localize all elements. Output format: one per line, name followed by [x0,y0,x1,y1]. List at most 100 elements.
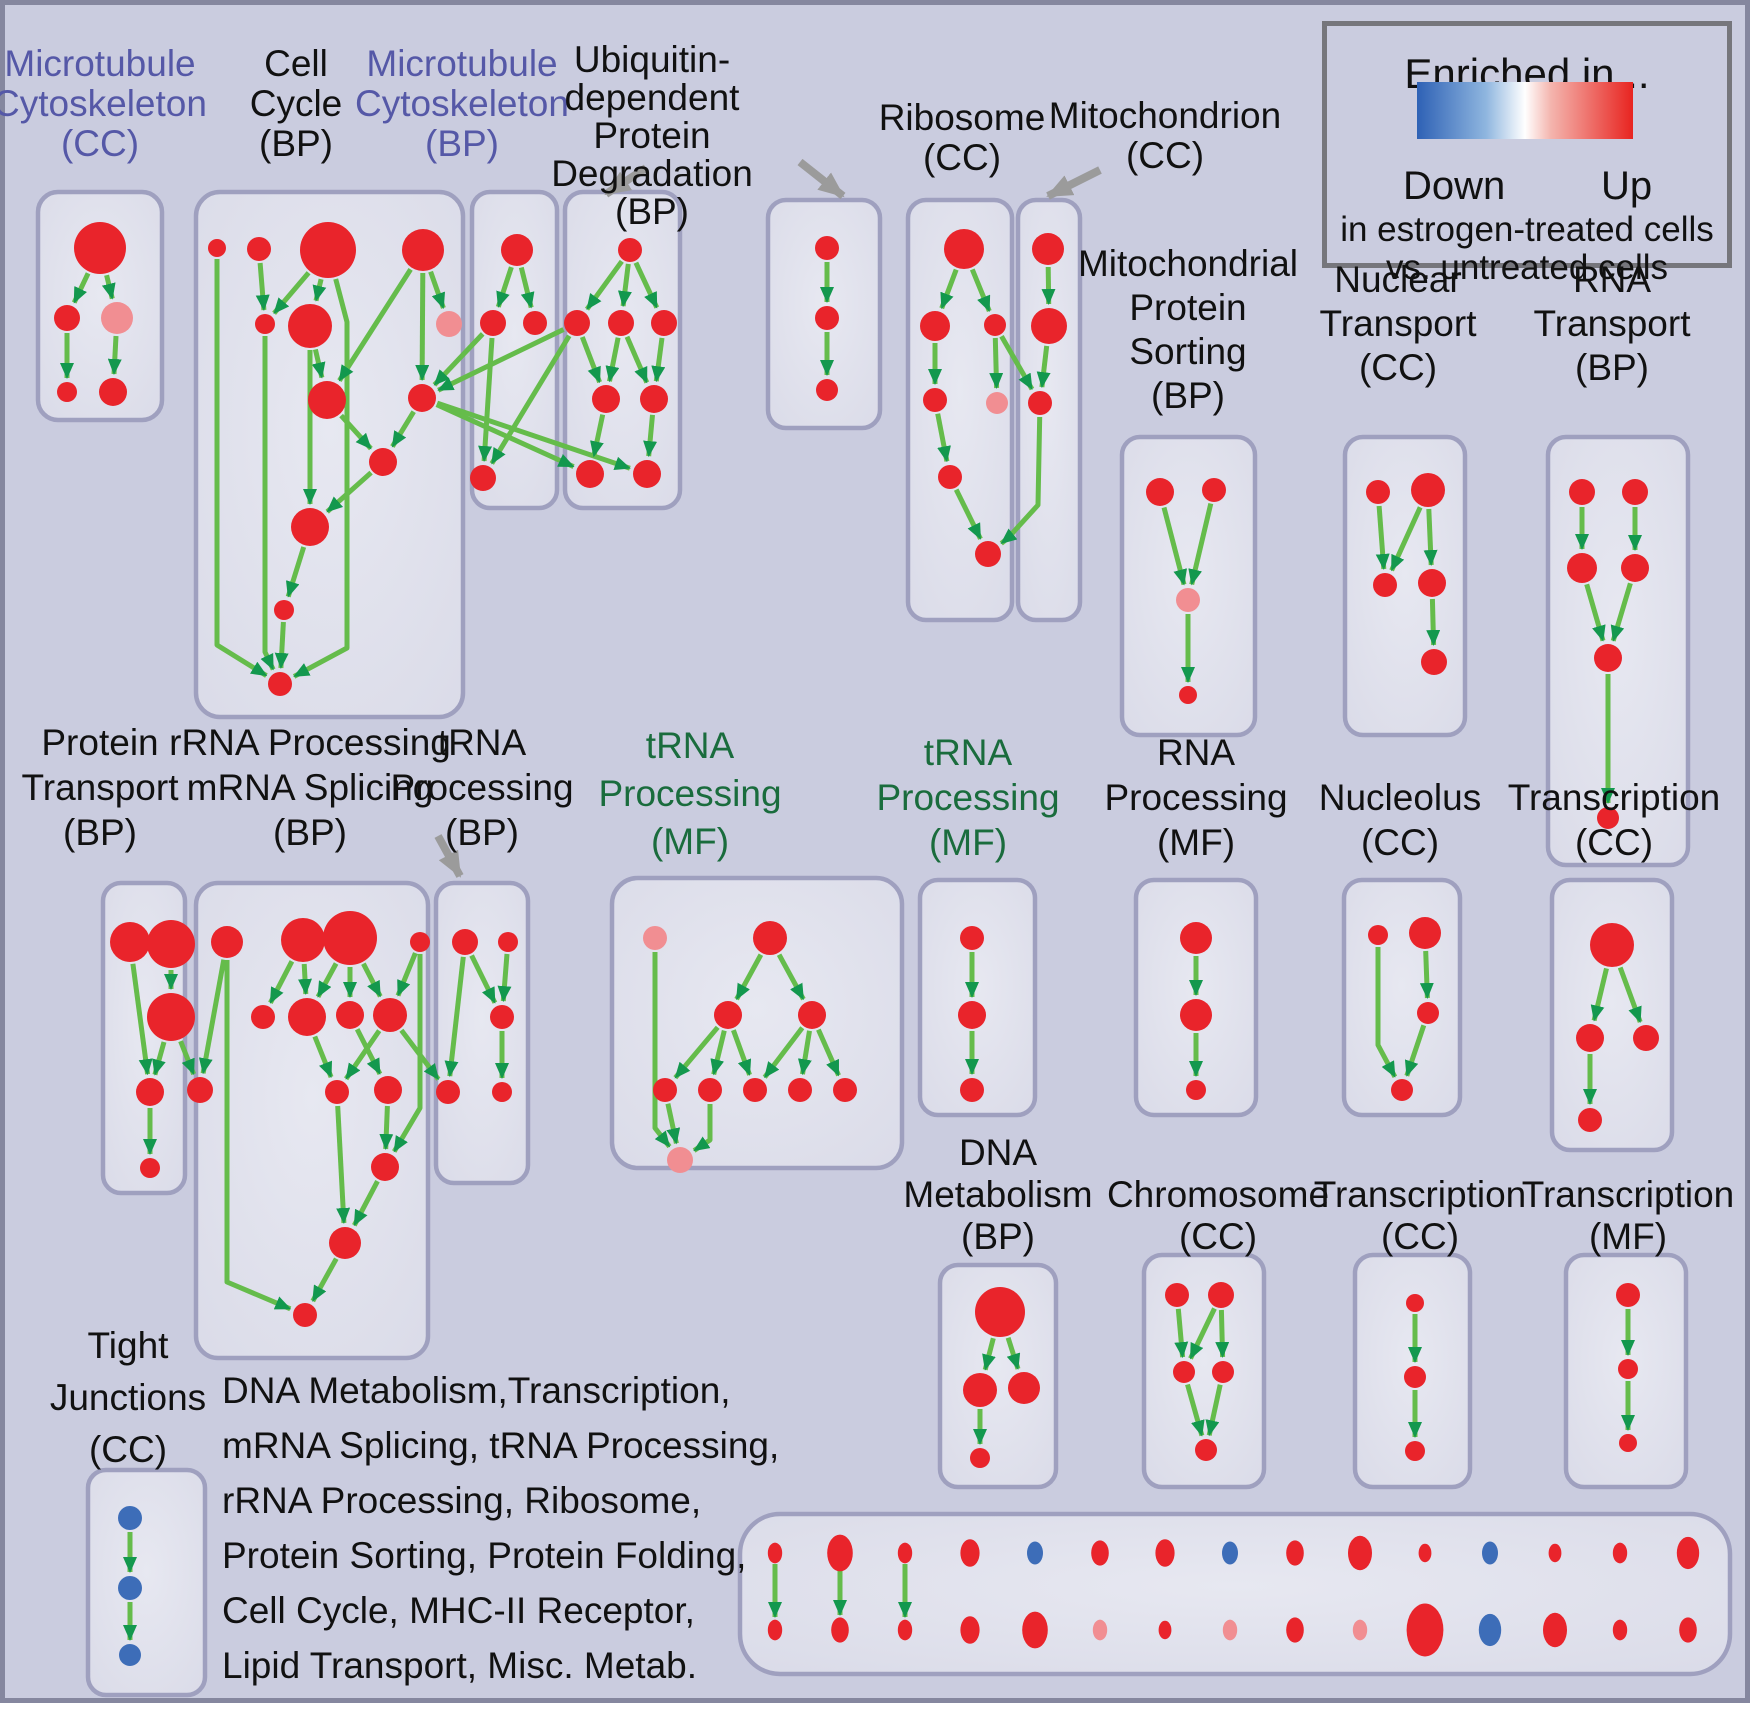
edge-B.b8-D1.d7 [435,402,575,469]
cluster-label-S-line2: (CC) [1178,1216,1258,1257]
node-D1.d7 [576,460,604,488]
node-K.k7 [336,1001,364,1029]
node-X.xb5 [1022,1611,1048,1649]
edge-M.p1-M.q6 [652,952,672,1149]
edge-A.a1-A.a3 [101,274,116,300]
edge-L.l1-L.l3 [444,956,466,1078]
edge-B.b2-B.b6 [255,262,270,311]
node-H.h3 [1373,573,1397,597]
legend-context-line1: in estrogen-treated cells [1340,210,1714,249]
node-G.g1 [1146,478,1174,506]
ubiquitin-right-pointer [797,158,846,200]
node-S.s4 [1212,1361,1234,1383]
node-N.n3 [960,1078,984,1102]
node-X.xt2 [827,1534,853,1572]
edge-K.k4-K.k11 [392,954,423,1153]
node-A.a4 [57,382,77,402]
cluster-label-N-line2: Processing [876,777,1060,818]
node-S.s3 [1173,1361,1195,1383]
node-X.xb8 [1222,1619,1238,1641]
node-N.n1 [960,926,984,950]
cluster-label-E-line2: (CC) [922,137,1002,178]
node-X.xb3 [897,1619,913,1641]
footer-note-line: Protein Sorting, Protein Folding, [222,1535,747,1576]
node-M.q2 [698,1078,722,1102]
edge-E.r4-E.r6 [935,413,951,463]
cluster-label-M-line2: Processing [598,773,782,814]
node-J.j4 [136,1078,164,1106]
node-D1.d5 [592,385,620,413]
cluster-label-D1-line3: Protein [593,115,711,156]
node-B.b1 [208,239,226,257]
cluster-label-D1-line4: Degradation [551,153,753,194]
edge-B.b5-B.b9 [311,348,326,379]
edge-B.b1-B.b13 [214,259,268,678]
edge-E.r3-E.r5 [989,337,1004,389]
node-C.c4 [470,465,496,491]
edge-H.h4-H.h5 [1426,598,1441,646]
node-M.m2 [714,1001,742,1029]
edge-F.m3-E.r7 [999,416,1043,546]
edge-K.k3-K.k6 [315,962,339,998]
edge-B.b11-B.b12 [285,546,307,598]
edge-E.r3-F.m3 [999,335,1035,391]
node-X.xt3 [897,1542,913,1564]
node-O.o1 [1180,922,1212,954]
node-F.m2 [1031,308,1067,344]
cluster-label-C-line3: (BP) [425,123,499,164]
cluster-label-T-line2: (CC) [1380,1216,1460,1257]
node-B.b13 [268,672,292,696]
edge-M.m2-M.q2 [710,1030,727,1076]
node-H.h5 [1421,649,1447,675]
cluster-label-R-line3: (BP) [961,1216,1035,1257]
edge-K.k9-K.k12 [335,1105,351,1224]
cluster-label-H-line1: Nuclear [1334,259,1462,300]
cluster-label-I-line1: RNA [1572,259,1652,300]
edge-B.b9-B.b10 [339,413,373,451]
node-A.a1 [74,222,126,274]
edge-M.m1-M.m2 [734,953,764,1001]
cluster-label-O-line2: Processing [1104,777,1288,818]
cluster-label-B-line1: Cell [264,43,328,84]
edge-K.k10-K.k11 [379,1105,394,1150]
cluster-box-K [193,880,431,1361]
node-K.k12 [329,1227,361,1259]
edge-D1.d1-D1.d3 [617,263,632,308]
node-I.i2 [1622,479,1648,505]
edge-B.b10-B.b11 [325,470,373,514]
node-B.b3 [300,222,356,278]
node-B.b11 [291,508,329,546]
node-X.xb6 [1092,1619,1108,1641]
node-X.xb1 [767,1619,783,1641]
node-X.xb4 [960,1616,980,1644]
edge-K.k2-K.k5 [268,960,295,1004]
edge-D1.d3-D1.d5 [605,337,621,383]
cluster-label-S-line1: Chromosome [1106,1174,1330,1215]
node-K.k11 [371,1153,399,1181]
node-H.h2 [1411,473,1445,507]
edge-K.k7-K.k10 [354,1028,383,1076]
node-I.i3 [1567,553,1597,583]
cluster-label-G-line3: Sorting [1129,331,1247,372]
node-N.n2 [958,1001,986,1029]
edge-B.b4-B.b8 [415,272,430,381]
node-O.o2 [1180,999,1212,1031]
cluster-label-R-line2: Metabolism [903,1174,1093,1215]
edge-A.a1-A.a2 [71,272,91,304]
cluster-box-R [937,1262,1059,1490]
node-M.q6 [667,1147,693,1173]
node-B.b4 [402,229,444,271]
legend-context-line2: vs. untreated cells [1385,248,1669,287]
node-C.c2 [480,310,506,336]
edge-H.h2-H.h3 [1389,506,1423,572]
node-X.xb2 [831,1617,849,1643]
edge-H.h2-H.h4 [1423,508,1438,566]
ubiquitin-left-pointer [603,164,649,198]
node-R.r1 [975,1287,1025,1337]
node-A.a5 [99,378,127,406]
edge-M.q2-M.q6 [692,1104,713,1153]
node-B.b8 [408,384,436,412]
